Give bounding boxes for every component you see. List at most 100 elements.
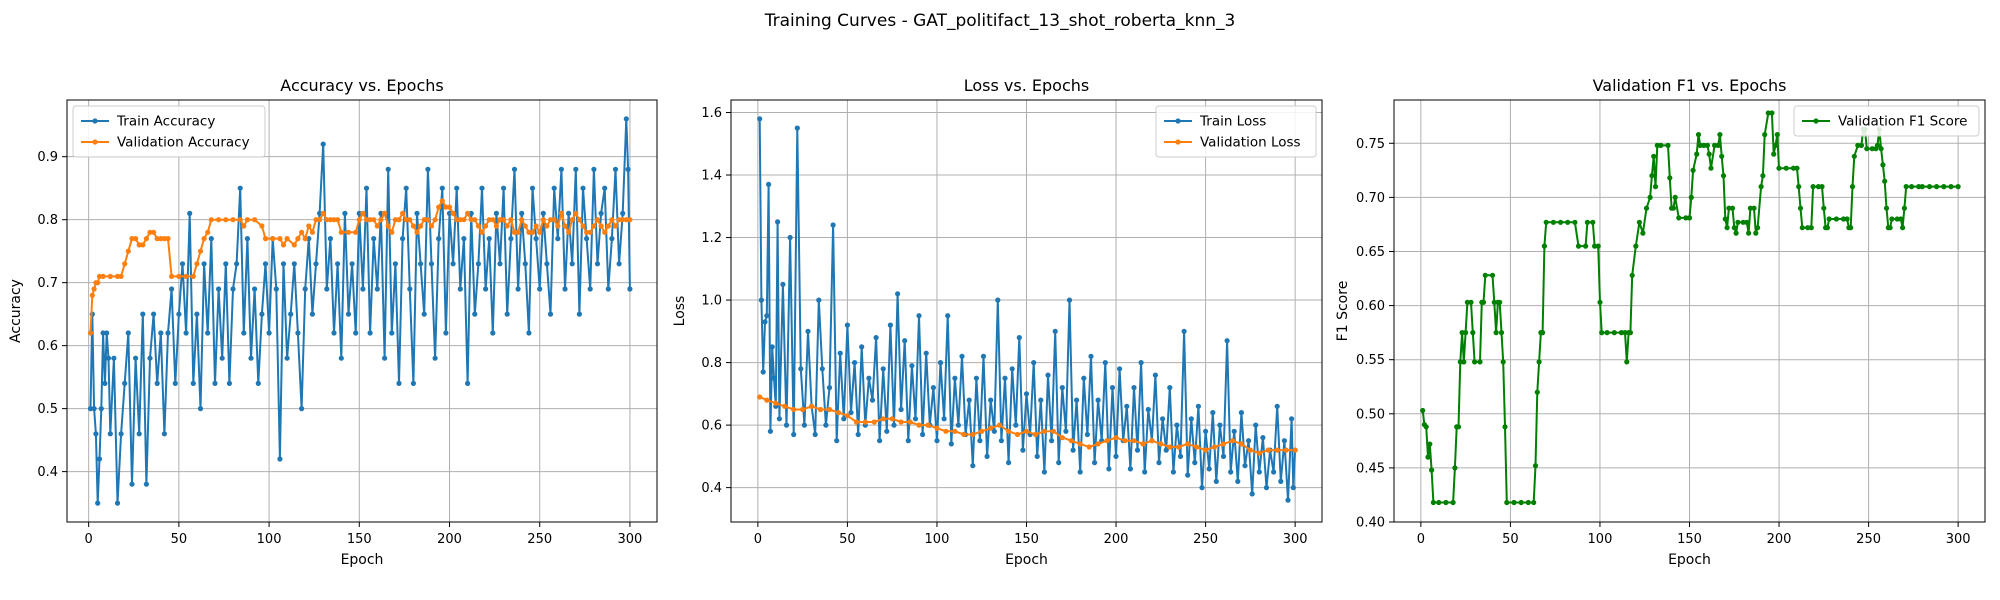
data-point <box>1472 359 1478 365</box>
x-tick-label: 250 <box>1193 532 1218 547</box>
legend-box <box>1793 105 1980 137</box>
data-point <box>609 236 615 242</box>
data-point <box>573 166 579 172</box>
data-point <box>757 394 763 400</box>
data-point <box>1050 428 1056 434</box>
data-point <box>396 217 402 223</box>
data-point <box>1858 142 1864 148</box>
data-point <box>844 322 851 328</box>
x-tick-label: 50 <box>839 532 856 547</box>
chart-title: Validation F1 vs. Epochs <box>1593 76 1787 95</box>
data-point <box>1031 360 1037 366</box>
data-point <box>421 311 427 317</box>
data-point <box>916 422 922 428</box>
data-point <box>306 223 312 229</box>
data-point <box>1731 225 1737 231</box>
x-tick-label: 300 <box>618 532 643 547</box>
data-point <box>1436 499 1442 506</box>
axes-frame <box>66 99 658 523</box>
data-point <box>1916 184 1922 190</box>
charts-container: 0 50 100 150 200 250 300 0.4 0.5 0.6 0.7 0.8 0.9 Accu… <box>8 76 1986 568</box>
data-point <box>1652 184 1659 190</box>
data-point <box>1760 173 1766 179</box>
data-point <box>497 261 503 267</box>
data-point <box>190 273 196 279</box>
data-point <box>493 223 499 229</box>
data-point <box>1541 243 1547 249</box>
data-point <box>418 261 424 267</box>
data-point <box>172 380 178 386</box>
data-point <box>766 181 772 187</box>
data-point <box>1023 428 1030 434</box>
data-point <box>1477 359 1483 365</box>
data-point <box>1127 466 1133 472</box>
data-point <box>1887 225 1893 231</box>
data-point <box>114 273 121 279</box>
data-point <box>1059 435 1065 441</box>
data-point <box>1016 335 1022 341</box>
data-point <box>324 286 330 292</box>
data-point <box>1797 205 1804 211</box>
data-point <box>587 229 593 235</box>
data-point <box>1584 219 1590 225</box>
data-point <box>425 217 431 223</box>
data-point <box>1074 397 1080 403</box>
data-point <box>1919 184 1925 190</box>
data-point <box>1228 469 1234 475</box>
data-point <box>980 353 987 359</box>
data-point <box>977 438 983 444</box>
data-point <box>102 380 108 386</box>
data-point <box>830 222 836 228</box>
data-point <box>812 431 818 438</box>
data-point <box>555 223 561 229</box>
data-point <box>1206 466 1212 472</box>
data-point <box>1497 299 1503 305</box>
legend-label: Validation Loss <box>1200 135 1301 151</box>
legend-label: Validation F1 Score <box>1838 114 1967 130</box>
data-point <box>165 236 171 242</box>
y-tick-label: 0.4 <box>701 481 722 496</box>
data-point <box>1231 428 1237 434</box>
data-point <box>764 313 770 319</box>
data-point <box>1751 205 1757 211</box>
data-point <box>100 330 106 336</box>
data-point <box>107 431 113 437</box>
data-point <box>1217 422 1223 428</box>
data-point <box>1140 441 1146 447</box>
data-point <box>136 242 142 248</box>
data-point <box>479 185 485 191</box>
data-point <box>988 425 994 431</box>
data-point <box>1077 441 1083 447</box>
data-point <box>988 397 994 403</box>
data-point <box>584 236 590 242</box>
data-point <box>266 330 272 336</box>
data-point <box>147 355 153 361</box>
data-point <box>540 217 546 223</box>
data-point <box>450 210 456 216</box>
data-point <box>1263 485 1270 491</box>
data-point <box>151 229 157 235</box>
data-point <box>934 425 940 431</box>
data-point <box>522 223 528 229</box>
data-point <box>1624 359 1630 365</box>
data-point <box>1006 460 1012 466</box>
data-point <box>1086 444 1092 450</box>
data-point <box>1461 359 1467 365</box>
data-point <box>961 431 967 438</box>
data-point <box>609 217 615 223</box>
data-point <box>544 261 550 267</box>
data-point <box>356 217 362 223</box>
data-point <box>576 217 583 223</box>
data-point <box>616 261 622 267</box>
data-point <box>547 311 554 317</box>
data-point <box>1149 438 1155 444</box>
data-point <box>1878 146 1884 152</box>
data-point <box>1869 146 1875 152</box>
data-point <box>96 273 103 279</box>
data-point <box>446 204 453 210</box>
data-point <box>125 248 131 254</box>
data-point <box>230 286 236 292</box>
data-point <box>1056 460 1062 466</box>
data-point <box>428 261 435 267</box>
